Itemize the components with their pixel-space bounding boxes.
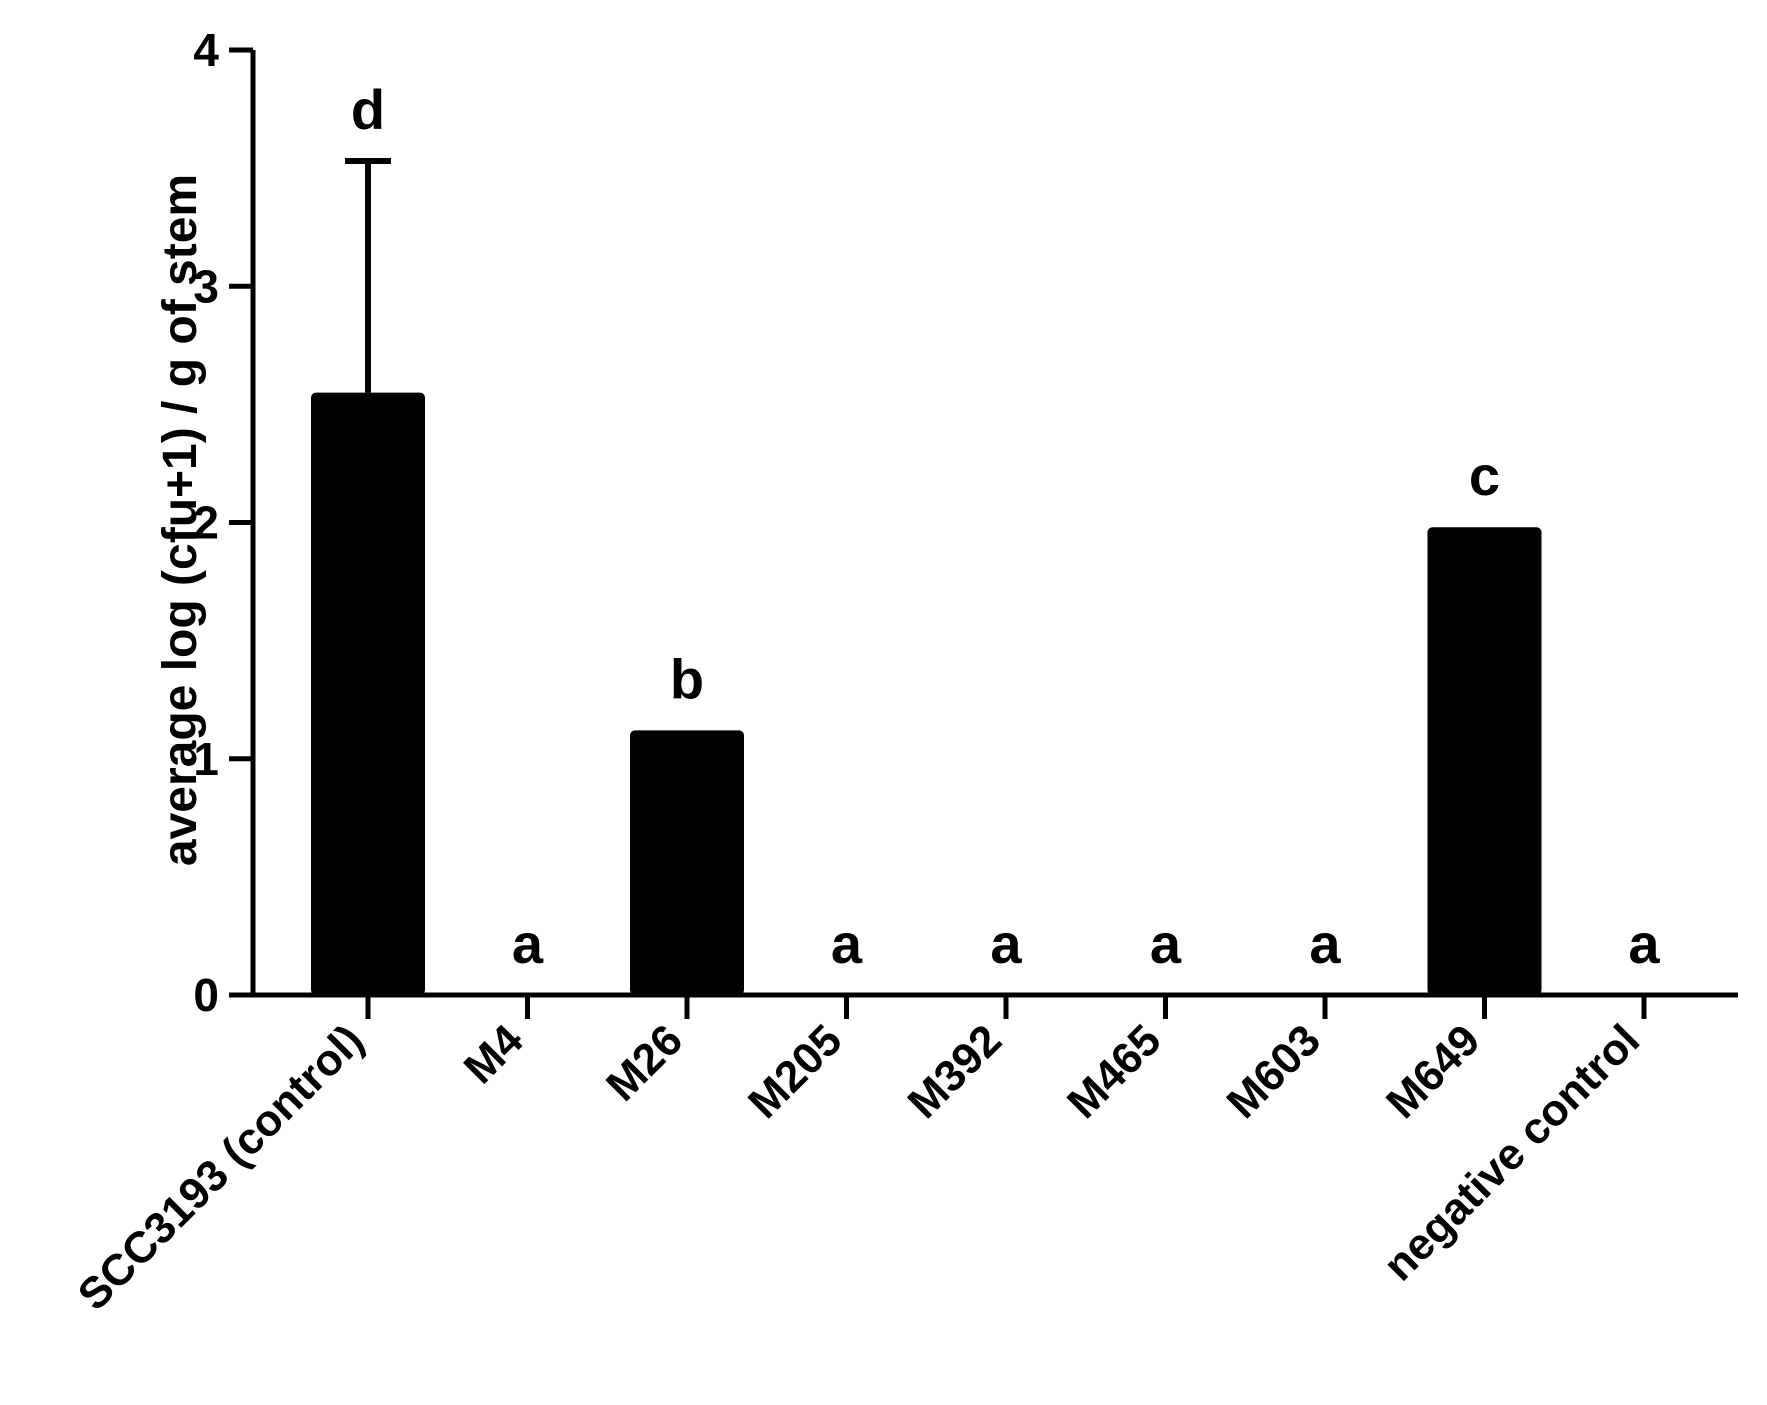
y-tick-label: 3 <box>193 260 219 312</box>
significance-letters: d a b a a a a c a <box>351 78 1661 975</box>
bar <box>630 730 744 995</box>
significance-letter: b <box>670 647 704 710</box>
significance-letter: a <box>512 912 544 975</box>
y-tick-label: 1 <box>193 733 219 785</box>
y-tick-label: 4 <box>193 24 219 76</box>
x-tick-label: M649 <box>1377 1015 1489 1127</box>
x-tick-label: M603 <box>1218 1015 1330 1127</box>
y-axis: 0 1 2 3 4 <box>193 24 256 1021</box>
x-tick-label: SCC3193 (control) <box>69 1015 373 1319</box>
significance-letter: a <box>1309 912 1341 975</box>
bar <box>311 392 425 995</box>
significance-letter: a <box>831 912 863 975</box>
significance-letter: c <box>1469 444 1500 507</box>
y-tick-label: 0 <box>193 969 219 1021</box>
y-axis-label: average log (cfu+1) / g of stem <box>154 174 207 866</box>
x-tick-label: M4 <box>455 1015 533 1093</box>
y-tick-label: 2 <box>193 497 219 549</box>
significance-letter: a <box>1628 912 1660 975</box>
x-tick-label: M205 <box>739 1015 851 1127</box>
x-axis: SCC3193 (control) M4 M26 M205 M392 M465 M603 M6… <box>69 992 1738 1320</box>
significance-letter: d <box>351 78 385 141</box>
x-tick-label: M392 <box>899 1015 1011 1127</box>
x-tick-label: M465 <box>1058 1015 1170 1127</box>
bars <box>311 392 1542 995</box>
bar <box>1427 527 1542 995</box>
significance-letter: a <box>990 912 1022 975</box>
significance-letter: a <box>1150 912 1182 975</box>
error-bars <box>345 158 391 393</box>
x-tick-label: M26 <box>597 1015 692 1110</box>
